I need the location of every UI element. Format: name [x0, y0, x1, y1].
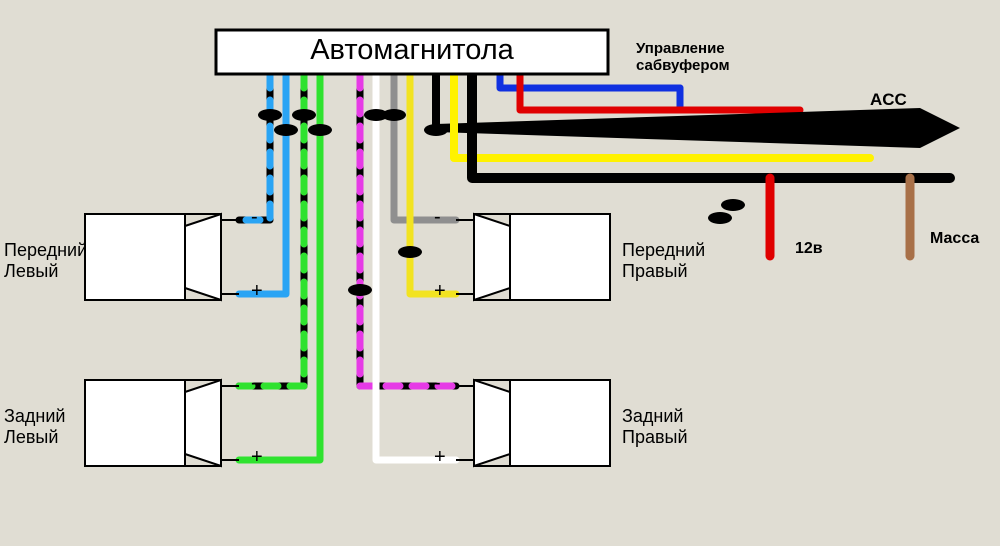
- text-label: +: [434, 280, 446, 303]
- text-label: Масса: [930, 230, 979, 248]
- text-label: Задний Правый: [622, 406, 688, 448]
- text-label: +: [251, 446, 263, 469]
- text-label: +: [251, 280, 263, 303]
- text-label: Управление сабвуфером: [636, 40, 730, 74]
- text-label: Задний Левый: [4, 406, 65, 448]
- text-label: ACC: [870, 90, 907, 110]
- text-label: -: [251, 372, 258, 395]
- text-label: +: [434, 446, 446, 469]
- text-label: 12в: [795, 240, 823, 258]
- text-label: -: [251, 206, 258, 229]
- text-label: -: [434, 372, 441, 395]
- text-label: -: [434, 206, 441, 229]
- text-label: Передний Правый: [622, 240, 705, 282]
- text-label: Автомагнитола: [216, 34, 608, 67]
- text-label: Передний Левый: [4, 240, 87, 282]
- wiring-diagram: [0, 0, 1000, 546]
